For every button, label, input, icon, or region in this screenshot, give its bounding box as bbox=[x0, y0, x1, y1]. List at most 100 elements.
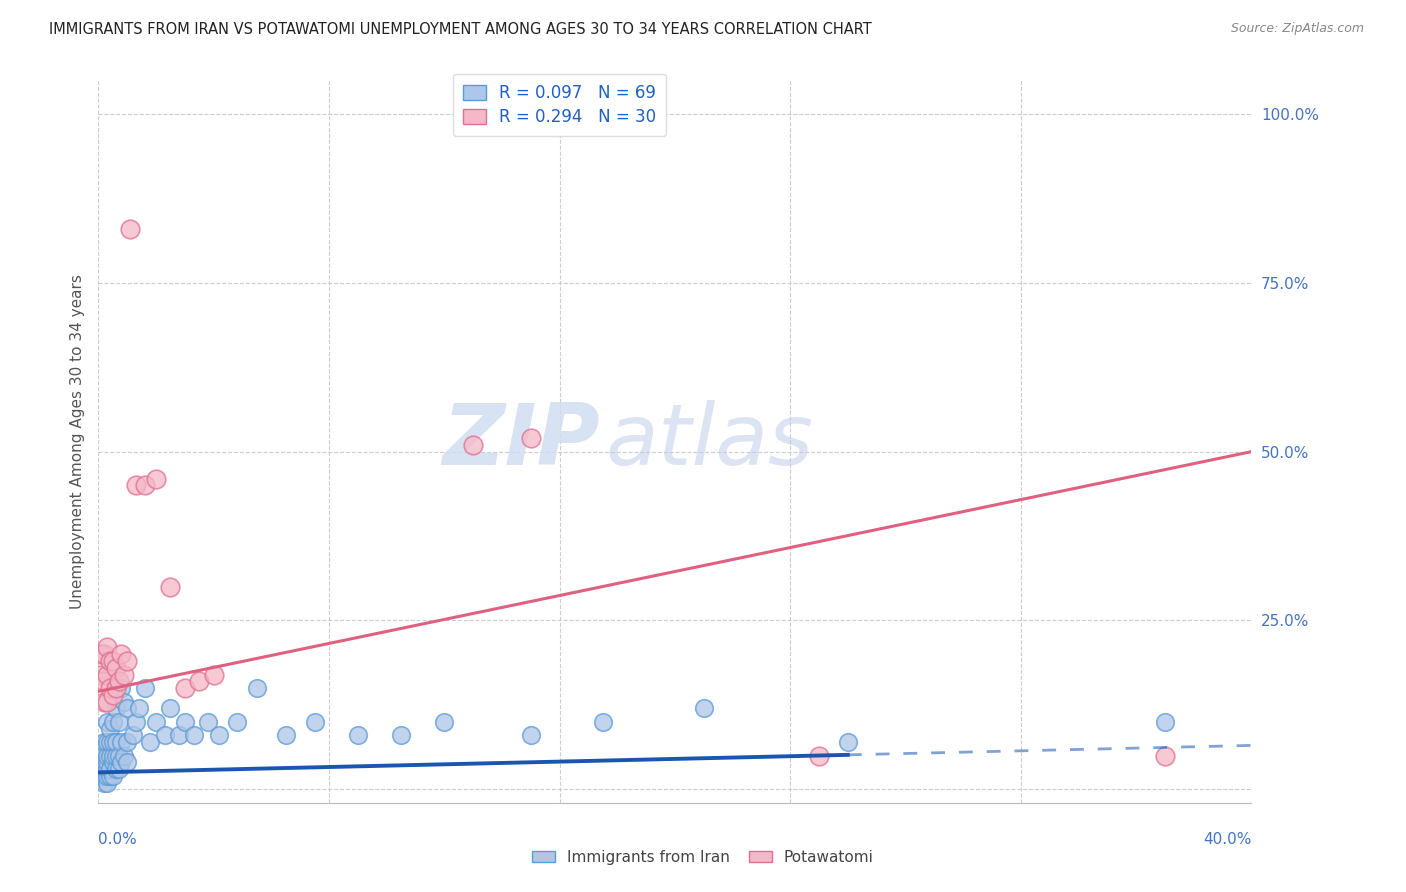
Point bbox=[134, 681, 156, 695]
Point bbox=[98, 654, 121, 668]
Point bbox=[98, 735, 121, 749]
Point bbox=[274, 728, 297, 742]
Point bbox=[93, 769, 115, 783]
Point bbox=[107, 714, 129, 729]
Point bbox=[125, 478, 148, 492]
Point bbox=[93, 741, 115, 756]
Point bbox=[101, 748, 124, 763]
Point bbox=[304, 714, 326, 729]
Point bbox=[93, 647, 115, 661]
Legend: R = 0.097   N = 69, R = 0.294   N = 30: R = 0.097 N = 69, R = 0.294 N = 30 bbox=[453, 74, 666, 136]
Point bbox=[98, 748, 121, 763]
Point bbox=[90, 756, 112, 770]
Point bbox=[90, 762, 112, 776]
Point bbox=[183, 728, 205, 742]
Point bbox=[112, 748, 135, 763]
Point bbox=[101, 756, 124, 770]
Point bbox=[110, 681, 132, 695]
Point bbox=[197, 714, 219, 729]
Point bbox=[110, 756, 132, 770]
Point bbox=[96, 667, 118, 681]
Legend: Immigrants from Iran, Potawatomi: Immigrants from Iran, Potawatomi bbox=[526, 844, 880, 871]
Point bbox=[693, 701, 716, 715]
Text: 40.0%: 40.0% bbox=[1204, 831, 1251, 847]
Point bbox=[104, 701, 127, 715]
Point bbox=[90, 647, 112, 661]
Point bbox=[101, 735, 124, 749]
Point bbox=[101, 688, 124, 702]
Point bbox=[520, 431, 543, 445]
Point bbox=[107, 674, 129, 689]
Point bbox=[101, 654, 124, 668]
Y-axis label: Unemployment Among Ages 30 to 34 years: Unemployment Among Ages 30 to 34 years bbox=[69, 274, 84, 609]
Point bbox=[246, 681, 269, 695]
Point bbox=[93, 748, 115, 763]
Point bbox=[93, 756, 115, 770]
Point bbox=[808, 748, 831, 763]
Point bbox=[98, 762, 121, 776]
Point bbox=[1154, 748, 1177, 763]
Point bbox=[96, 694, 118, 708]
Text: 0.0%: 0.0% bbox=[98, 831, 138, 847]
Point bbox=[159, 580, 181, 594]
Point bbox=[153, 728, 176, 742]
Point bbox=[520, 728, 543, 742]
Point bbox=[90, 741, 112, 756]
Point bbox=[1154, 714, 1177, 729]
Point bbox=[96, 748, 118, 763]
Point bbox=[93, 674, 115, 689]
Point bbox=[122, 728, 145, 742]
Point bbox=[188, 674, 211, 689]
Point bbox=[96, 775, 118, 789]
Point bbox=[117, 701, 139, 715]
Point bbox=[117, 735, 139, 749]
Text: Source: ZipAtlas.com: Source: ZipAtlas.com bbox=[1230, 22, 1364, 36]
Point bbox=[208, 728, 231, 742]
Point bbox=[98, 769, 121, 783]
Point bbox=[346, 728, 368, 742]
Point bbox=[96, 640, 118, 655]
Point bbox=[104, 748, 127, 763]
Point bbox=[107, 762, 129, 776]
Point bbox=[145, 714, 167, 729]
Point bbox=[125, 714, 148, 729]
Point bbox=[433, 714, 456, 729]
Point bbox=[96, 735, 118, 749]
Point bbox=[134, 478, 156, 492]
Point bbox=[104, 681, 127, 695]
Point bbox=[120, 222, 142, 236]
Point bbox=[101, 769, 124, 783]
Point bbox=[145, 472, 167, 486]
Point bbox=[837, 735, 859, 749]
Point bbox=[225, 714, 247, 729]
Point bbox=[461, 438, 484, 452]
Point bbox=[93, 694, 115, 708]
Point bbox=[112, 694, 135, 708]
Point bbox=[389, 728, 412, 742]
Text: IMMIGRANTS FROM IRAN VS POTAWATOMI UNEMPLOYMENT AMONG AGES 30 TO 34 YEARS CORREL: IMMIGRANTS FROM IRAN VS POTAWATOMI UNEMP… bbox=[49, 22, 872, 37]
Point bbox=[110, 647, 132, 661]
Point bbox=[174, 714, 197, 729]
Point bbox=[159, 701, 181, 715]
Text: ZIP: ZIP bbox=[443, 400, 600, 483]
Point bbox=[101, 714, 124, 729]
Point bbox=[592, 714, 614, 729]
Point bbox=[202, 667, 225, 681]
Point bbox=[117, 654, 139, 668]
Point bbox=[90, 748, 112, 763]
Point bbox=[93, 775, 115, 789]
Point bbox=[128, 701, 150, 715]
Point bbox=[96, 714, 118, 729]
Point bbox=[90, 667, 112, 681]
Point bbox=[104, 735, 127, 749]
Point bbox=[96, 762, 118, 776]
Point bbox=[104, 762, 127, 776]
Point bbox=[93, 735, 115, 749]
Point bbox=[104, 661, 127, 675]
Point bbox=[112, 667, 135, 681]
Point bbox=[90, 769, 112, 783]
Point bbox=[110, 735, 132, 749]
Point bbox=[93, 762, 115, 776]
Point bbox=[98, 681, 121, 695]
Text: atlas: atlas bbox=[606, 400, 814, 483]
